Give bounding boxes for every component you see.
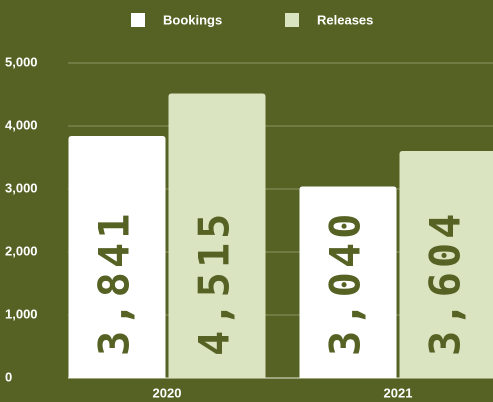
y-tick-label: 1,000 [5,306,38,321]
y-tick-label: 2,000 [5,243,38,258]
legend-swatch [285,13,299,27]
bar [299,186,397,378]
data-label: 3,040 [321,210,370,356]
y-tick-label: 4,000 [5,117,38,132]
y-tick-label: 3,000 [5,180,38,195]
y-tick-label: 5,000 [5,54,38,69]
y-tick-label: 0 [5,369,12,384]
legend-label: Bookings [163,12,222,27]
data-label: 4,515 [190,210,239,356]
bar [168,93,266,379]
bar [68,136,166,378]
x-tick-label: 2021 [384,385,413,400]
legend-swatch [131,13,145,27]
data-label: 3,841 [90,210,139,356]
data-label: 3,604 [421,210,470,356]
legend-label: Releases [317,12,373,27]
bar [399,150,493,378]
x-tick-label: 2020 [153,385,182,400]
